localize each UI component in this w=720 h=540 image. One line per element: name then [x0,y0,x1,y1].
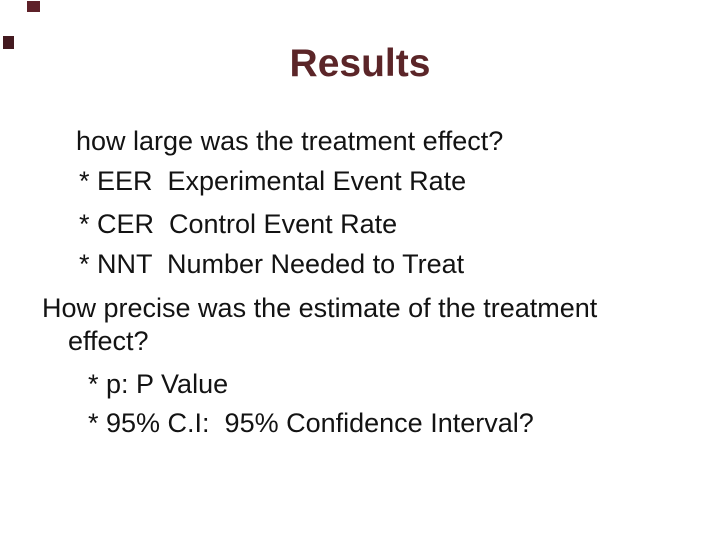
body-line-confidence-interval: * 95% C.I: 95% Confidence Interval? [88,408,534,438]
body-line-question-precision: How precise was the estimate of the trea… [42,293,598,323]
body-line-question-precision-wrap: effect? [68,326,149,356]
decor-square-top-icon [27,1,40,12]
body-line-cer: * CER Control Event Rate [79,209,398,239]
body-line-nnt: * NNT Number Needed to Treat [79,249,465,279]
body-line-eer: * EER Experimental Event Rate [79,166,467,196]
body-line-pvalue: * p: P Value [88,369,229,399]
body-line-question-size: how large was the treatment effect? [76,126,504,156]
slide-title: Results [289,42,431,85]
decor-square-left-icon [3,36,14,49]
